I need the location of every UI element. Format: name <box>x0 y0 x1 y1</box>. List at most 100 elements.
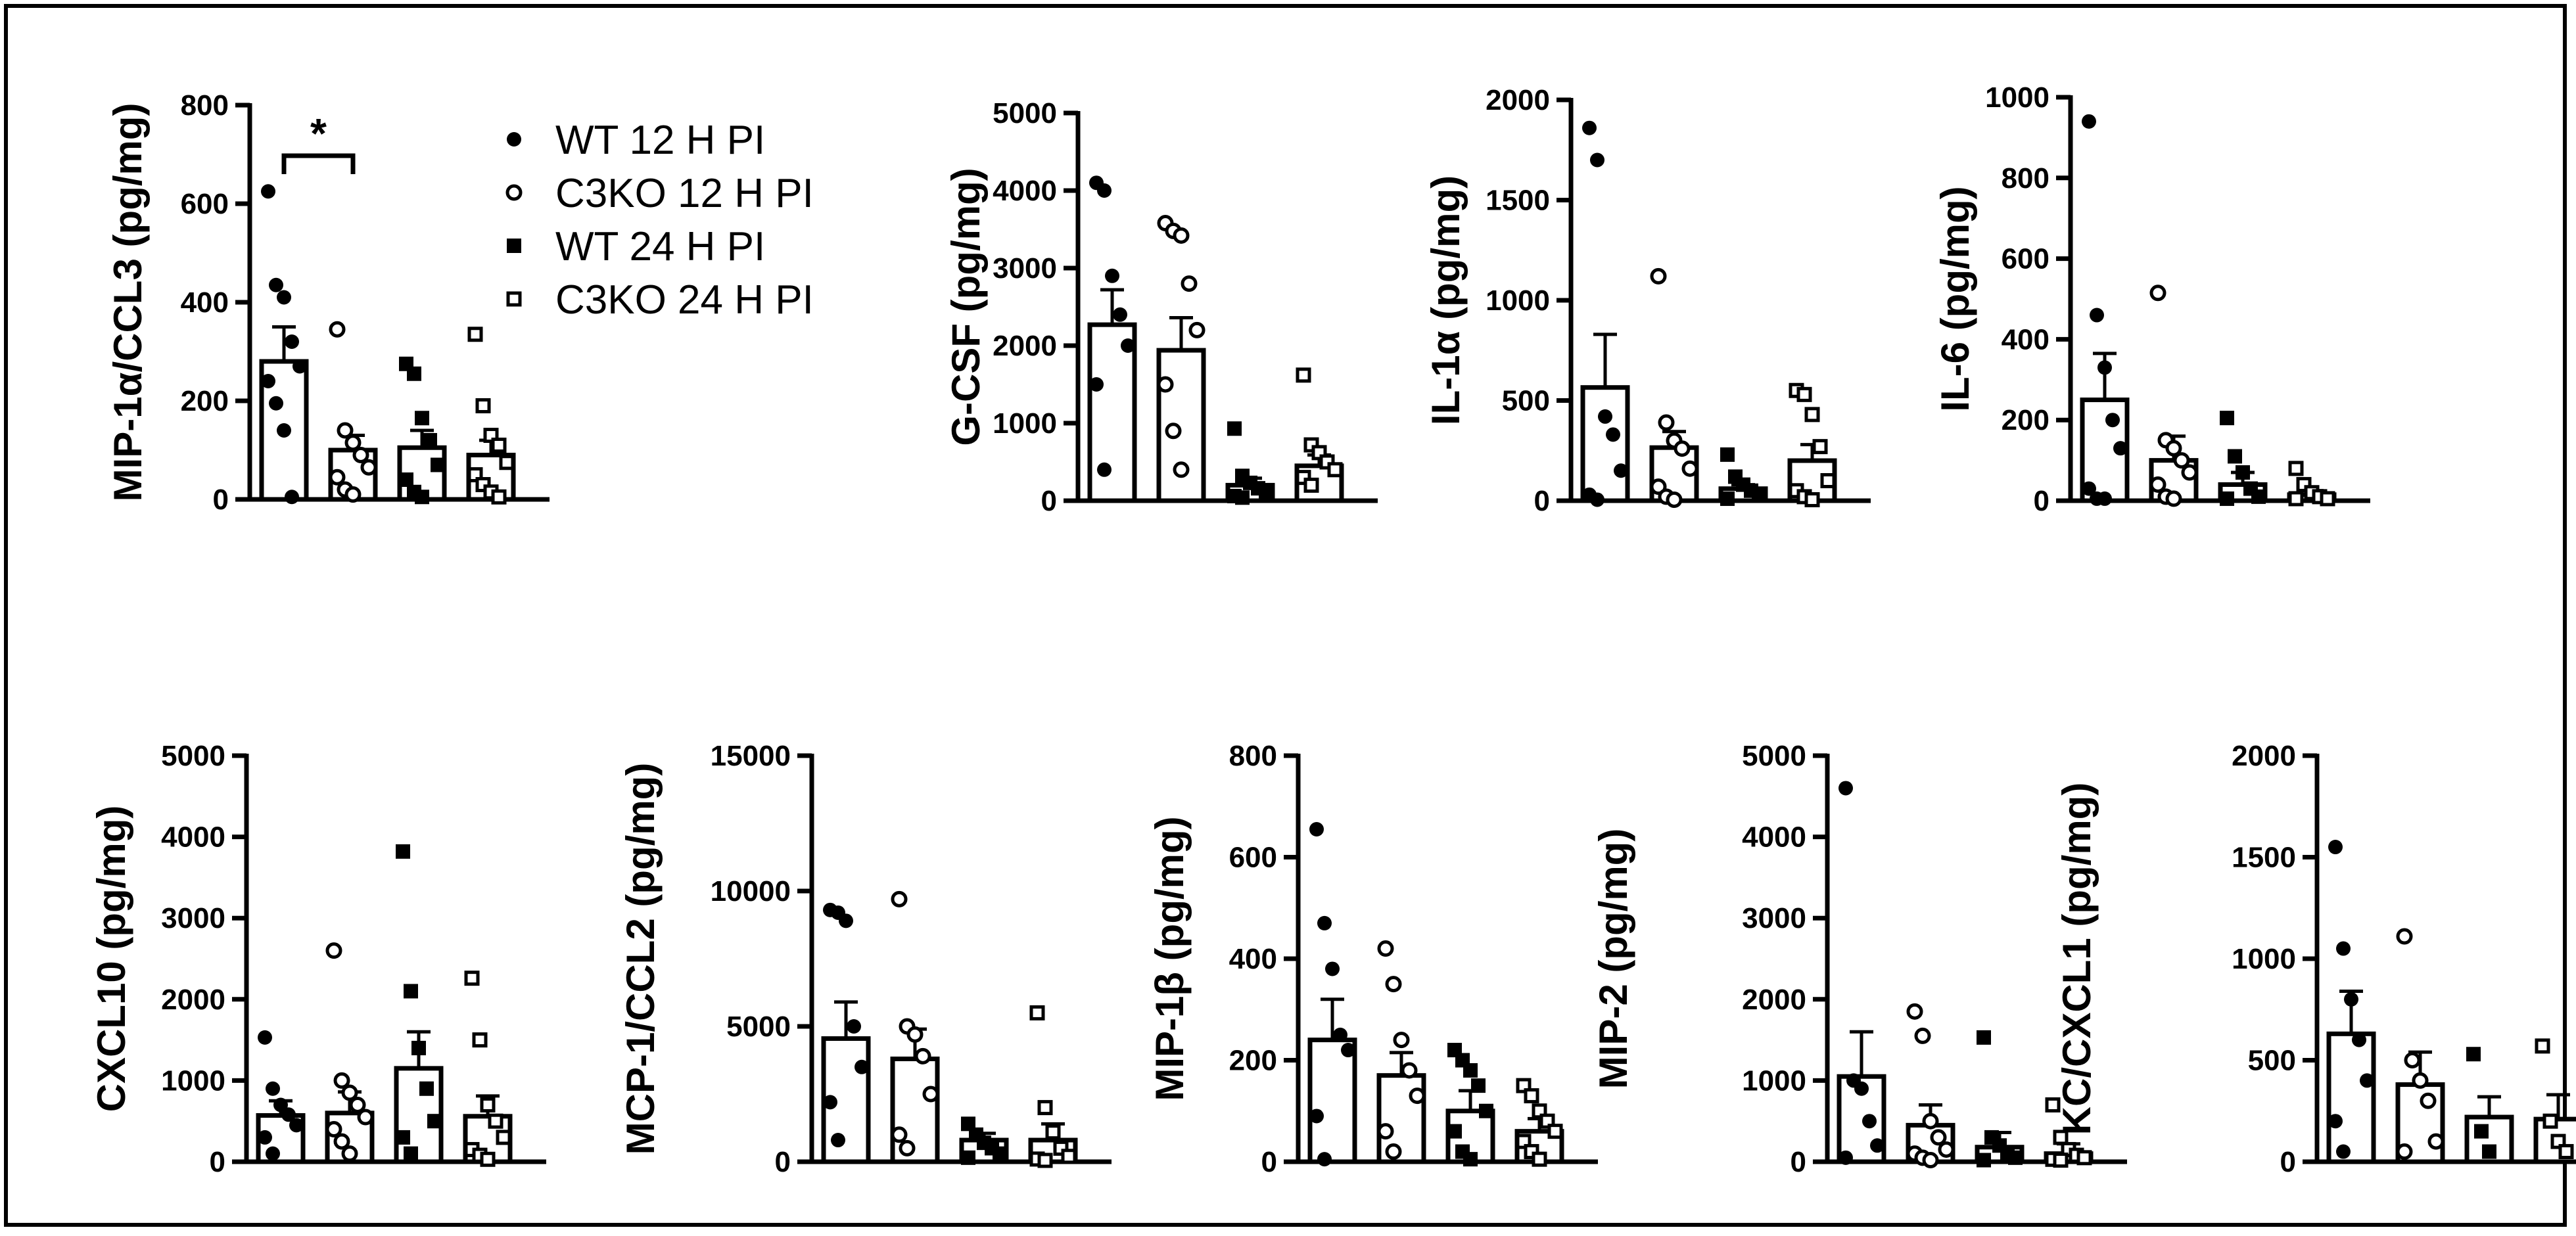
data-point <box>1385 1143 1402 1160</box>
data-point <box>293 359 307 374</box>
data-point <box>1796 386 1812 402</box>
data-point <box>2082 481 2096 496</box>
data-point <box>411 1040 426 1055</box>
data-point <box>961 1150 975 1165</box>
data-point <box>1838 781 1853 796</box>
data-point <box>2360 1073 2374 1088</box>
data-point <box>1325 961 1340 976</box>
data-point <box>2328 1114 2343 1129</box>
data-point <box>2396 1143 2413 1160</box>
y-tick-label: 0 <box>1261 1146 1277 1178</box>
data-point <box>831 1133 845 1148</box>
data-point <box>1977 1153 1991 1168</box>
data-point <box>1582 120 1597 135</box>
y-tick-label: 3000 <box>1742 902 1806 934</box>
data-point <box>1061 1149 1077 1164</box>
y-tick-label: 5000 <box>993 97 1057 129</box>
data-point <box>360 459 377 476</box>
data-point <box>2236 465 2250 480</box>
data-point <box>914 1047 931 1064</box>
data-point <box>427 1114 442 1129</box>
y-tick-label: 2000 <box>993 330 1057 362</box>
data-point <box>1097 183 1112 198</box>
data-point <box>2165 490 2182 507</box>
data-point <box>1447 1124 1462 1139</box>
data-point <box>352 447 369 463</box>
y-tick-label: 800 <box>2002 162 2049 195</box>
data-point <box>1681 460 1698 477</box>
y-tick-label: 4000 <box>993 175 1057 207</box>
data-point <box>2535 1038 2550 1054</box>
data-point <box>333 1133 350 1150</box>
legend-marker-filled-circle <box>507 132 521 147</box>
data-point <box>349 1096 366 1113</box>
data-point <box>480 1097 496 1112</box>
data-point <box>2344 992 2358 1007</box>
data-point <box>341 1084 358 1101</box>
y-tick-label: 0 <box>775 1146 791 1178</box>
data-point <box>1227 421 1242 436</box>
data-point <box>1037 1153 1053 1168</box>
y-tick-label: 400 <box>2002 323 2049 355</box>
data-point <box>1666 491 1683 508</box>
y-tick-label: 1000 <box>1742 1064 1806 1097</box>
data-point <box>2113 441 2128 456</box>
data-point <box>1409 1087 1426 1105</box>
data-point <box>2228 449 2242 464</box>
data-point <box>404 1146 418 1161</box>
data-point <box>1029 1005 1045 1020</box>
data-point <box>1720 447 1735 462</box>
data-point <box>906 1026 924 1043</box>
data-point <box>2149 285 2166 302</box>
y-axis-title: KC/CXCL1 (pg/mg) <box>2055 783 2099 1135</box>
y-tick-label: 0 <box>1791 1146 1806 1178</box>
data-point <box>266 1081 280 1096</box>
data-point <box>1309 1109 1324 1124</box>
data-point <box>1977 1030 1991 1045</box>
data-point <box>2173 452 2190 469</box>
data-point <box>1105 268 1119 283</box>
data-point <box>499 455 515 470</box>
data-point <box>285 490 299 505</box>
data-point <box>325 1121 342 1138</box>
data-point <box>289 1118 304 1133</box>
data-point <box>1377 1123 1394 1140</box>
data-point <box>1914 1027 1931 1044</box>
y-tick-label: 800 <box>181 89 229 122</box>
data-point <box>2352 1032 2366 1047</box>
y-tick-label: 1000 <box>161 1064 225 1097</box>
data-point <box>480 1151 496 1167</box>
data-point <box>1547 1124 1563 1139</box>
data-point <box>2149 476 2166 493</box>
data-point <box>415 490 429 505</box>
y-tick-label: 500 <box>2248 1045 2296 1077</box>
data-point <box>1463 1063 1478 1078</box>
data-point <box>2053 1130 2069 1145</box>
data-point <box>2474 1124 2489 1139</box>
data-point <box>2076 1150 2092 1166</box>
data-point <box>258 1030 272 1045</box>
y-tick-label: 0 <box>2034 485 2049 517</box>
y-tick-label: 600 <box>181 188 229 220</box>
data-point <box>475 398 491 413</box>
data-point <box>1922 1112 1939 1130</box>
y-tick-label: 1000 <box>1486 285 1550 317</box>
data-point <box>1309 822 1324 837</box>
data-point <box>258 1130 272 1145</box>
y-tick-label: 200 <box>181 385 229 417</box>
data-point <box>1590 492 1604 507</box>
data-point <box>488 1113 503 1129</box>
y-tick-label: 1000 <box>1985 81 2049 114</box>
y-tick-label: 3000 <box>993 252 1057 285</box>
data-point <box>1037 1100 1053 1116</box>
y-tick-label: 200 <box>1229 1045 1277 1077</box>
data-point <box>2097 360 2112 375</box>
y-tick-label: 4000 <box>161 821 225 854</box>
data-point <box>1173 227 1190 244</box>
data-point <box>2482 1144 2496 1159</box>
y-tick-label: 400 <box>1229 943 1277 975</box>
data-point <box>1303 477 1319 493</box>
data-point <box>2251 489 2266 504</box>
data-point <box>1188 321 1206 338</box>
data-point <box>891 1126 908 1143</box>
